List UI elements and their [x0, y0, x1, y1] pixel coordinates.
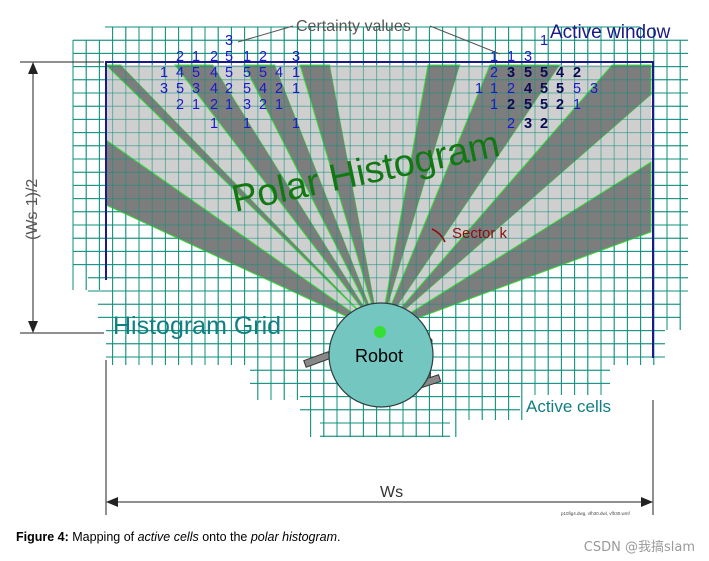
certainty-value: 1	[210, 116, 218, 132]
certainty-value: 5	[540, 97, 548, 113]
certainty-value: 1	[507, 49, 515, 65]
certainty-value: 2	[507, 81, 515, 97]
certainty-pointer-left	[237, 25, 294, 43]
robot-label: Robot	[355, 346, 403, 366]
certainty-value: 1	[243, 49, 251, 65]
certainty-value: 1	[225, 97, 233, 113]
certainty-value: 5	[524, 97, 532, 113]
caption-text-1: Mapping of	[68, 530, 138, 544]
certainty-value: 5	[524, 65, 532, 81]
certainty-value: 1	[192, 49, 200, 65]
certainty-value: 4	[259, 81, 267, 97]
certainty-value: 2	[259, 49, 267, 65]
certainty-value: 2	[259, 97, 267, 113]
certainty-value: 1	[292, 65, 300, 81]
certainty-value: 5	[243, 65, 251, 81]
certainty-value: 3	[225, 33, 233, 49]
certainty-value: 1	[243, 116, 251, 132]
certainty-value: 4	[524, 81, 532, 97]
certainty-value: 3	[160, 81, 168, 97]
certainty-value: 2	[176, 97, 184, 113]
caption-label: Figure 4:	[16, 530, 69, 544]
certainty-value: 4	[556, 65, 564, 81]
certainty-value: 1	[292, 81, 300, 97]
certainty-value: 1	[292, 116, 300, 132]
certainty-value: 2	[176, 49, 184, 65]
certainty-value: 2	[275, 81, 283, 97]
watermark: CSDN @我搞slam	[583, 540, 695, 555]
certainty-value: 2	[210, 49, 218, 65]
certainty-value: 2	[573, 65, 581, 81]
robot-body	[328, 302, 434, 408]
certainty-value: 4	[210, 81, 218, 97]
robot-wheel-left	[303, 351, 332, 368]
grid-overlay	[72, 26, 688, 437]
sector-light-8	[380, 95, 651, 332]
active-cells-label: Active cells	[526, 397, 611, 416]
certainty-value: 4	[275, 65, 283, 81]
certainty-value: 5	[540, 65, 548, 81]
certainty-value: 3	[590, 81, 598, 97]
certainty-value: 1	[192, 97, 200, 113]
caption-italic-1: active cells	[137, 530, 199, 544]
half-window-label: (Ws-1)/2	[24, 179, 41, 240]
figure-caption: Figure 4: Mapping of active cells onto t…	[16, 530, 341, 544]
certainty-value: 2	[556, 97, 564, 113]
certainty-value: 2	[210, 97, 218, 113]
certainty-value: 3	[243, 97, 251, 113]
certainty-value: 1	[490, 81, 498, 97]
robot: Robot	[303, 302, 442, 408]
certainty-values-label: Certainty values	[296, 18, 411, 35]
certainty-value: 3	[524, 116, 532, 132]
certainty-value: 5	[540, 81, 548, 97]
certainty-value: 5	[176, 81, 184, 97]
certainty-value: 1	[475, 81, 483, 97]
active-window-label: Active window	[550, 22, 671, 43]
certainty-value: 3	[292, 49, 300, 65]
robot-center	[374, 326, 386, 338]
certainty-values-grid: 3 12 1 2 5 1 2 31 4 5 4 5 5 5 4 13 5 3 4 2 5 4 2 12 1 2 1 3 2 11 1 11 1 3…	[160, 33, 598, 132]
certainty-value: 5	[573, 81, 581, 97]
certainty-value: 1	[490, 49, 498, 65]
certainty-value: 1	[540, 33, 548, 49]
certainty-value: 5	[243, 81, 251, 97]
caption-text-2: onto the	[198, 530, 251, 544]
file-tag: p10fig4.dwg, vfh30.dwl, vfh30.wmf	[561, 511, 631, 516]
certainty-value: 3	[507, 65, 515, 81]
certainty-value: 4	[210, 65, 218, 81]
certainty-value: 4	[176, 65, 184, 81]
sector-k-marker	[431, 228, 446, 243]
sector-k-label: Sector k	[452, 225, 508, 242]
window-size-label: Ws	[380, 484, 403, 501]
histogram-grid-label: Histogram Grid	[113, 312, 281, 340]
certainty-value: 5	[225, 65, 233, 81]
certainty-pointer-right	[429, 25, 501, 55]
certainty-value: 5	[259, 65, 267, 81]
certainty-value: 1	[160, 65, 168, 81]
certainty-value: 2	[225, 81, 233, 97]
certainty-value: 2	[540, 116, 548, 132]
certainty-value: 5	[192, 65, 200, 81]
certainty-value: 3	[524, 49, 532, 65]
certainty-value: 1	[275, 97, 283, 113]
certainty-value: 5	[225, 49, 233, 65]
sector-dark-9	[379, 161, 652, 333]
certainty-value: 3	[192, 81, 200, 97]
window-size-dimension	[105, 360, 654, 515]
certainty-value: 2	[490, 65, 498, 81]
certainty-value: 2	[507, 97, 515, 113]
certainty-value: 5	[556, 81, 564, 97]
caption-italic-2: polar histogram	[250, 530, 338, 544]
half-window-dimension	[20, 61, 104, 334]
certainty-value: 1	[490, 97, 498, 113]
caption-text-3: .	[337, 530, 341, 544]
active-window-frame	[105, 61, 654, 358]
certainty-value: 1	[573, 97, 581, 113]
certainty-value: 2	[507, 116, 515, 132]
